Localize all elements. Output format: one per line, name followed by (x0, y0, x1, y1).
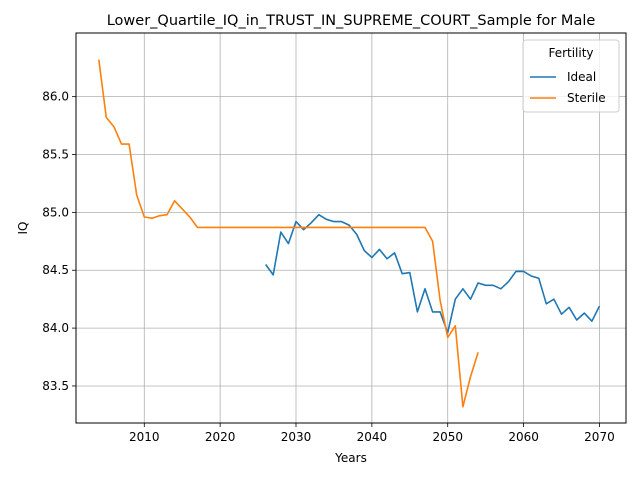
plot-frame (75, 32, 627, 424)
y-tick-label: 84.0 (42, 321, 69, 335)
series-line-ideal (265, 213, 601, 334)
x-tick-label: 2030 (281, 430, 312, 444)
y-tick-label: 84.5 (42, 263, 69, 277)
y-tick-label: 85.0 (42, 205, 69, 219)
legend: Fertility Ideal Sterile (522, 39, 620, 113)
x-tick-label: 2020 (205, 430, 236, 444)
legend-label-sterile: Sterile (567, 91, 606, 105)
y-tick-label: 86.0 (42, 90, 69, 104)
legend-label-ideal: Ideal (567, 70, 596, 84)
x-axis-label: Years (334, 451, 367, 465)
x-tick-label: 2050 (432, 430, 463, 444)
y-tick-label: 83.5 (42, 379, 69, 393)
legend-box (522, 39, 620, 113)
legend-title: Fertility (548, 46, 593, 60)
series-lines (98, 59, 601, 408)
series-line-sterile (98, 59, 479, 408)
axis-ticks: 2010 2020 2030 2040 2050 2060 2070 83.5 84.0 84.5… (42, 90, 614, 444)
y-axis-label: IQ (16, 222, 30, 235)
x-tick-label: 2060 (508, 430, 539, 444)
y-tick-label: 85.5 (42, 148, 69, 162)
x-tick-label: 2010 (129, 430, 160, 444)
chart-title: Lower_Quartile_IQ_in_TRUST_IN_SUPREME_CO… (107, 13, 596, 29)
x-tick-label: 2040 (357, 430, 388, 444)
x-tick-label: 2070 (584, 430, 615, 444)
